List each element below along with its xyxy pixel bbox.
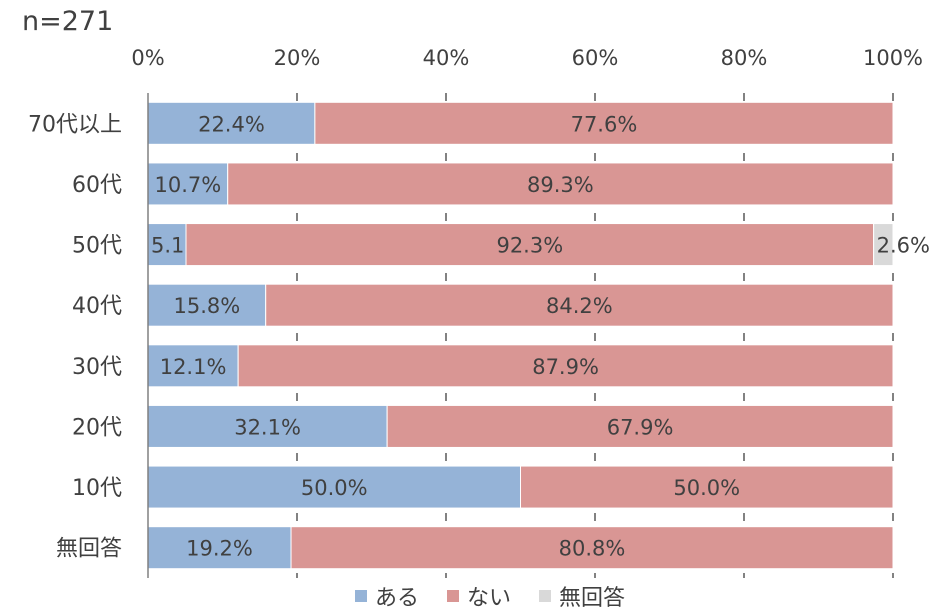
- data-label: 10.7%: [154, 173, 221, 197]
- data-label: 32.1%: [234, 415, 301, 439]
- data-label: 84.2%: [546, 294, 613, 318]
- data-label: 50.0%: [673, 476, 740, 500]
- category-label: 30代: [72, 355, 122, 380]
- category-label: 70代以上: [28, 112, 122, 137]
- category-label: 50代: [72, 234, 122, 259]
- legend-item-nai: ない: [446, 580, 511, 612]
- data-label: 12.1%: [160, 355, 227, 379]
- bar-segment: [147, 404, 388, 448]
- category-label: 無回答: [56, 537, 122, 562]
- legend-swatch-aru: [354, 590, 367, 602]
- x-tick-label: 100%: [863, 46, 923, 70]
- category-label: 20代: [72, 415, 122, 440]
- legend-label-mukaitou: 無回答: [559, 586, 626, 611]
- x-tick-label: 0%: [131, 46, 164, 70]
- legend-item-mukaitou: 無回答: [539, 580, 625, 612]
- category-label: 60代: [72, 173, 122, 198]
- sample-size-label: n=271: [22, 6, 114, 37]
- data-label: 89.3%: [527, 173, 594, 197]
- bar-segment: [290, 526, 894, 570]
- bar-segment: [265, 283, 894, 327]
- data-label: 67.9%: [607, 415, 674, 439]
- bar-segment: [147, 283, 267, 327]
- bar-segment: [227, 162, 894, 206]
- legend-swatch-mukaitou: [539, 590, 551, 602]
- x-tick-label: 40%: [423, 46, 470, 70]
- data-label: 50.0%: [301, 476, 368, 500]
- x-tick-label: 60%: [572, 46, 619, 70]
- data-label: 2.6%: [877, 234, 930, 258]
- legend-item-aru: ある: [354, 580, 419, 612]
- data-label: 77.6%: [571, 112, 638, 136]
- x-tick-label: 20%: [274, 46, 321, 70]
- bar-segment: [147, 465, 521, 509]
- bar-segment: [185, 223, 875, 267]
- bar-segment: [147, 344, 239, 388]
- category-label: 40代: [72, 294, 122, 319]
- bar-segment: [147, 223, 187, 267]
- bar-segment: [147, 101, 316, 145]
- legend-label-aru: ある: [374, 586, 419, 611]
- data-label: 87.9%: [532, 355, 599, 379]
- data-label: 19.2%: [186, 537, 253, 561]
- bar-segment: [873, 223, 894, 267]
- bar-segment: [520, 465, 894, 509]
- data-label: 92.3%: [496, 234, 563, 258]
- category-label: 10代: [72, 476, 122, 501]
- legend-swatch-nai: [446, 590, 459, 602]
- data-label: 80.8%: [559, 537, 626, 561]
- data-label: 15.8%: [173, 294, 240, 318]
- x-tick-label: 80%: [721, 46, 768, 70]
- data-label: 22.4%: [198, 112, 265, 136]
- bar-segment: [386, 404, 894, 448]
- bar-segment: [237, 344, 894, 388]
- legend-label-nai: ない: [466, 586, 511, 611]
- legend: ある ない 無回答: [0, 580, 930, 612]
- bar-segment: [314, 101, 894, 145]
